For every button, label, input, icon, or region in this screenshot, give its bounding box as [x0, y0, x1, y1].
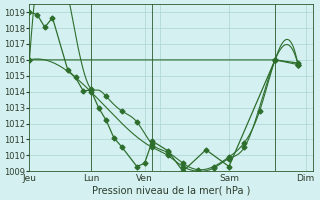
X-axis label: Pression niveau de la mer( hPa ): Pression niveau de la mer( hPa ) — [92, 186, 251, 196]
